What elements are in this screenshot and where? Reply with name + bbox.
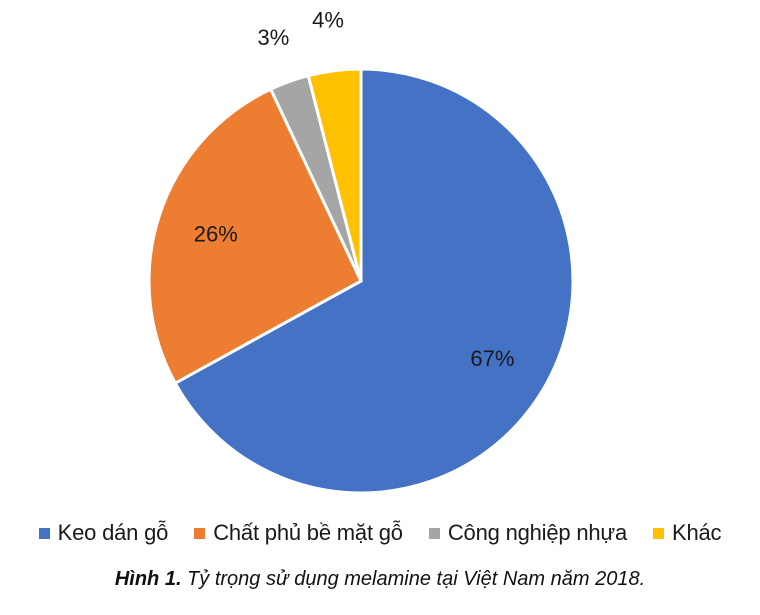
figure-caption: Hình 1. Tỷ trọng sử dụng melamine tại Vi…	[0, 568, 760, 591]
legend-label: Keo dán gỗ	[57, 520, 169, 545]
caption-text: Tỷ trọng sử dụng melamine tại Việt Nam n…	[181, 568, 646, 590]
data-label-cong-nghiep-nhua: 3%	[257, 25, 289, 50]
legend-item-keo-dan-go: Keo dán gỗ	[38, 520, 169, 546]
legend-item-khac: Khác	[652, 520, 722, 546]
legend-swatch	[194, 527, 206, 539]
legend: Keo dán gỗ Chất phủ bề mặt gỗ Công nghiệp …	[0, 517, 760, 549]
caption-prefix: Hình 1.	[114, 568, 182, 590]
pie-slice-keo-dan-go	[173, 67, 575, 495]
legend-swatch	[428, 527, 440, 539]
legend-label: Chất phủ bề mặt gỗ	[213, 520, 403, 545]
data-label-chat-phu-be-mat-go: 26%	[194, 221, 238, 246]
legend-label: Khác	[671, 520, 722, 545]
pie-chart: 67% 26% 3% 4%	[147, 8, 575, 495]
pie-slice-chat-phu-be-mat-go	[147, 87, 363, 386]
legend-item-chat-phu-be-mat-go: Chất phủ bề mặt gỗ	[194, 520, 403, 546]
data-label-khac: 4%	[312, 8, 344, 33]
pie-slice-khac	[306, 67, 363, 282]
legend-label: Công nghiệp nhựa	[447, 520, 627, 545]
legend-item-cong-nghiep-nhua: Công nghiệp nhựa	[428, 520, 627, 546]
data-label-keo-dan-go: 67%	[470, 346, 514, 371]
legend-swatch	[652, 527, 664, 539]
legend-swatch	[38, 527, 50, 539]
